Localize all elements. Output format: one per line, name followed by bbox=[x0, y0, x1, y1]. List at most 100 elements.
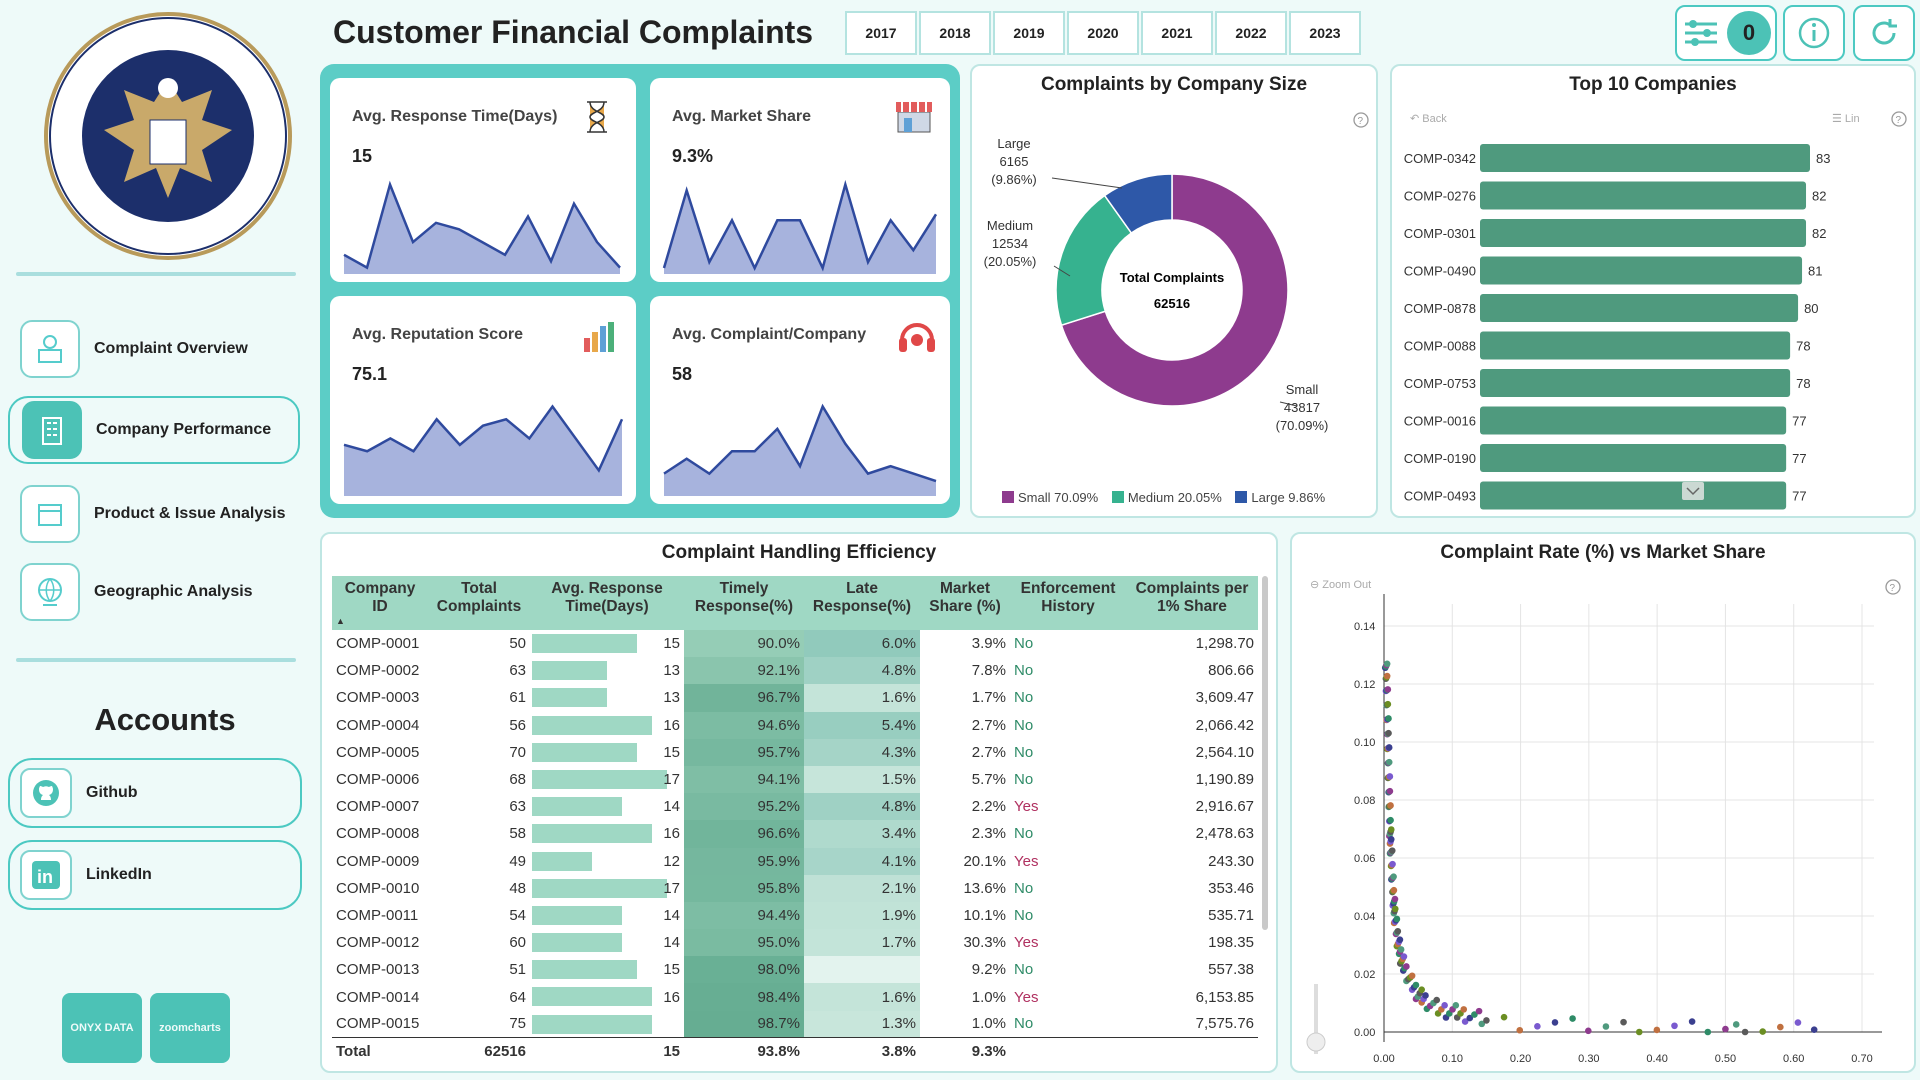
table-total-row[interactable]: Total 62516 15 93.8% 3.8% 9.3% bbox=[332, 1037, 1258, 1065]
scatter-point[interactable] bbox=[1408, 972, 1416, 980]
column-header[interactable]: Avg. Response Time(Days) bbox=[530, 576, 684, 630]
scatter-point[interactable] bbox=[1759, 1028, 1767, 1035]
scatter-point[interactable] bbox=[1385, 715, 1392, 722]
scatter-point[interactable] bbox=[1393, 915, 1401, 923]
bar-COMP-0088[interactable] bbox=[1480, 331, 1791, 360]
scatter-point[interactable] bbox=[1412, 981, 1420, 989]
table-row[interactable]: COMP-0015 75 98.7% 1.3% 1.0% No 7,575.76 bbox=[332, 1010, 1258, 1038]
year-filter-2018[interactable]: 2018 bbox=[919, 11, 991, 55]
scatter-point[interactable] bbox=[1810, 1026, 1818, 1033]
year-filter-2022[interactable]: 2022 bbox=[1215, 11, 1287, 55]
table-row[interactable]: COMP-0011 54 14 94.4% 1.9% 10.1% No 535.71 bbox=[332, 901, 1258, 930]
scatter-point[interactable] bbox=[1777, 1023, 1784, 1031]
linear-toggle[interactable]: ☰ Lin bbox=[1832, 113, 1860, 125]
scatter-point[interactable] bbox=[1390, 886, 1398, 894]
scatter-point[interactable] bbox=[1386, 787, 1394, 795]
back-button[interactable]: ↶ Back bbox=[1410, 113, 1447, 125]
table-row[interactable]: COMP-0012 60 14 95.0% 1.7% 30.3% Yes 198.35 bbox=[332, 929, 1258, 957]
table-row[interactable]: COMP-0002 63 13 92.1% 4.8% 7.8% No 806.66 bbox=[332, 657, 1258, 685]
scatter-point[interactable] bbox=[1466, 1014, 1474, 1022]
scatter-point[interactable] bbox=[1387, 835, 1395, 843]
scatter-point[interactable] bbox=[1387, 826, 1395, 833]
zoom-slider-track[interactable] bbox=[1314, 984, 1318, 1054]
scatter-point[interactable] bbox=[1391, 895, 1399, 903]
nav-complaint-overview[interactable]: Complaint Overview bbox=[8, 315, 300, 383]
scatter-point[interactable] bbox=[1396, 936, 1404, 943]
scatter-point[interactable] bbox=[1418, 986, 1425, 993]
table-row[interactable]: COMP-0010 48 17 95.8% 2.1% 13.6% No 353.46 bbox=[332, 874, 1258, 902]
column-header[interactable]: Total Complaints bbox=[428, 576, 530, 630]
year-filter-2020[interactable]: 2020 bbox=[1067, 11, 1139, 55]
scatter-point[interactable] bbox=[1387, 802, 1394, 809]
table-row[interactable]: COMP-0005 70 15 95.7% 4.3% 2.7% No 2,564.10 bbox=[332, 738, 1258, 766]
scatter-point[interactable] bbox=[1441, 1002, 1448, 1009]
scatter-point[interactable] bbox=[1384, 700, 1392, 708]
table-row[interactable]: COMP-0014 64 16 98.4% 1.6% 1.0% Yes 6,153.85 bbox=[332, 983, 1258, 1011]
table-row[interactable]: COMP-0008 58 16 96.6% 3.4% 2.3% No 2,478.63 bbox=[332, 820, 1258, 848]
bar-COMP-0016[interactable] bbox=[1480, 406, 1787, 435]
year-filter-2019[interactable]: 2019 bbox=[993, 11, 1065, 55]
bar-COMP-0301[interactable] bbox=[1480, 219, 1807, 247]
table-row[interactable]: COMP-0009 49 12 95.9% 4.1% 20.1% Yes 243.30 bbox=[332, 847, 1258, 875]
scatter-point[interactable] bbox=[1653, 1026, 1661, 1034]
scatter-point[interactable] bbox=[1394, 927, 1402, 935]
bar-COMP-0342[interactable] bbox=[1480, 144, 1810, 172]
year-filter-2021[interactable]: 2021 bbox=[1141, 11, 1213, 55]
bar-COMP-0190[interactable] bbox=[1480, 444, 1787, 472]
scatter-point[interactable] bbox=[1461, 1018, 1469, 1025]
scatter-point[interactable] bbox=[1460, 1006, 1468, 1013]
scatter-point[interactable] bbox=[1635, 1028, 1643, 1036]
donut-slice-large[interactable] bbox=[1103, 173, 1173, 235]
scatter-point[interactable] bbox=[1391, 905, 1399, 913]
table-row[interactable]: COMP-0013 51 15 98.0% 9.2% No 557.38 bbox=[332, 956, 1258, 984]
scatter-point[interactable] bbox=[1534, 1023, 1541, 1030]
github-button[interactable]: Github bbox=[8, 758, 302, 828]
scatter-point[interactable] bbox=[1483, 1017, 1490, 1024]
legend-small[interactable]: Small 70.09% bbox=[1002, 490, 1098, 505]
scatter-point[interactable] bbox=[1387, 816, 1394, 824]
refresh-button[interactable] bbox=[1853, 5, 1915, 61]
help-icon[interactable]: ? bbox=[1352, 111, 1370, 129]
scatter-point[interactable] bbox=[1385, 744, 1393, 751]
year-filter-2017[interactable]: 2017 bbox=[845, 11, 917, 55]
legend-large[interactable]: Large 9.86% bbox=[1235, 490, 1325, 505]
scatter-point[interactable] bbox=[1385, 758, 1393, 766]
table-row[interactable]: COMP-0006 68 17 94.1% 1.5% 5.7% No 1,190.89 bbox=[332, 765, 1258, 794]
scatter-point[interactable] bbox=[1383, 672, 1391, 680]
scatter-point[interactable] bbox=[1794, 1019, 1802, 1026]
scatter-point[interactable] bbox=[1475, 1007, 1483, 1015]
scatter-point[interactable] bbox=[1452, 1002, 1460, 1009]
scatter-point[interactable] bbox=[1385, 729, 1392, 737]
table-row[interactable]: COMP-0001 50 15 90.0% 6.0% 3.9% No 1,298.70 bbox=[332, 630, 1258, 658]
scatter-point[interactable] bbox=[1388, 847, 1396, 854]
column-header[interactable]: Company ID ▲ bbox=[332, 576, 428, 630]
scatter-point[interactable] bbox=[1400, 953, 1408, 960]
scatter-point[interactable] bbox=[1397, 946, 1405, 953]
scatter-point[interactable] bbox=[1585, 1027, 1592, 1035]
scatter-point[interactable] bbox=[1732, 1021, 1740, 1028]
scatter-point[interactable] bbox=[1602, 1023, 1610, 1030]
help-icon[interactable]: ? bbox=[1890, 110, 1908, 128]
scatter-point[interactable] bbox=[1386, 773, 1394, 780]
column-header[interactable]: Complaints per 1% Share bbox=[1126, 576, 1258, 630]
table-row[interactable]: COMP-0007 63 14 95.2% 4.8% 2.2% Yes 2,916.67 bbox=[332, 793, 1258, 821]
scatter-point[interactable] bbox=[1383, 660, 1391, 668]
scatter-point[interactable] bbox=[1390, 873, 1397, 881]
scatter-point[interactable] bbox=[1433, 996, 1441, 1004]
scatter-point[interactable] bbox=[1516, 1026, 1524, 1034]
bar-COMP-0276[interactable] bbox=[1480, 181, 1807, 210]
scatter-point[interactable] bbox=[1741, 1028, 1749, 1036]
scatter-point[interactable] bbox=[1722, 1025, 1729, 1033]
donut-slice-small[interactable] bbox=[1060, 173, 1289, 407]
bar-COMP-0493[interactable] bbox=[1480, 481, 1787, 510]
scatter-point[interactable] bbox=[1478, 1020, 1486, 1028]
nav-geographic-analysis[interactable]: Geographic Analysis bbox=[8, 558, 300, 626]
column-header[interactable]: Enforcement History bbox=[1010, 576, 1126, 630]
scatter-point[interactable] bbox=[1471, 1011, 1478, 1018]
column-header[interactable]: Late Response(%) bbox=[804, 576, 920, 630]
scatter-point[interactable] bbox=[1551, 1019, 1559, 1026]
zoom-out-button[interactable]: ⊖ Zoom Out bbox=[1310, 579, 1372, 591]
info-button[interactable] bbox=[1783, 5, 1845, 61]
help-icon[interactable]: ? bbox=[1884, 578, 1902, 596]
scatter-point[interactable] bbox=[1384, 686, 1392, 693]
